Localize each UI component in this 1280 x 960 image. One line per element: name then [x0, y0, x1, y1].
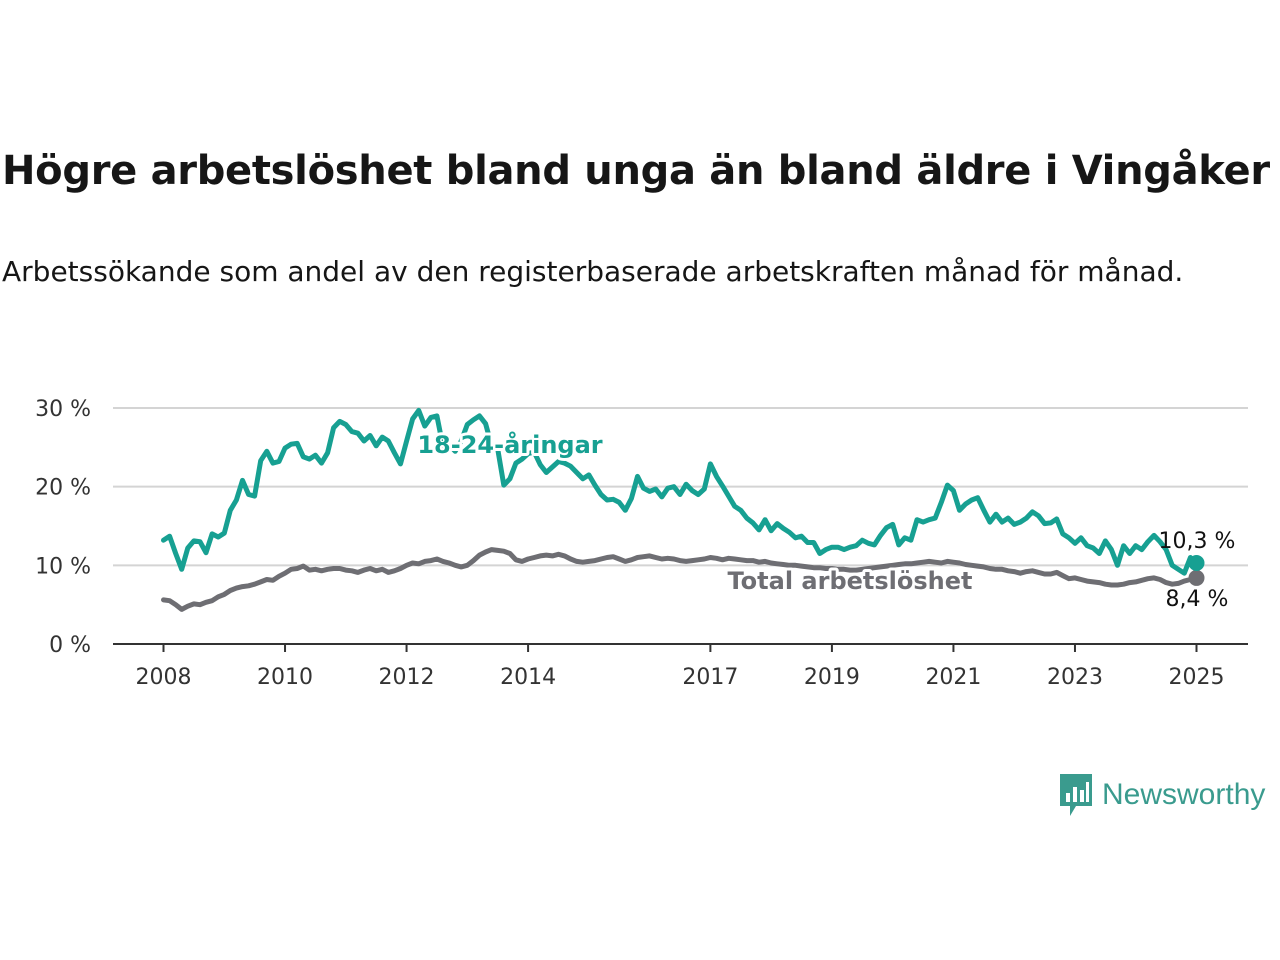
chart-subtitle: Arbetssökande som andel av den registerb… [2, 255, 1184, 288]
bar-chart-speech-icon [1060, 774, 1092, 816]
end-value-label: 8,4 % [1166, 587, 1229, 612]
y-axis-ticks: 0 % 10 % 20 % 30 % [35, 397, 91, 658]
y-tick-label: 0 % [49, 633, 91, 658]
end-point-marker [1188, 554, 1205, 571]
y-tick-label: 30 % [35, 397, 91, 422]
brand-name: Newsworthy [1102, 778, 1266, 811]
x-tick-label: 2023 [1047, 665, 1103, 690]
series-line [161, 407, 1199, 576]
series-line [161, 547, 1199, 612]
series-lines [161, 407, 1205, 612]
series-name-label: Total arbetslöshet [727, 567, 972, 595]
x-tick-label: 2010 [257, 665, 313, 690]
line-chart: 0 % 10 % 20 % 30 % 2008 2010 2012 2014 2017 2019… [35, 397, 1248, 690]
series-labels: 18-24-åringar Total arbetslöshet 10,3 % 8,4… [414, 427, 1236, 612]
y-tick-label: 20 % [35, 476, 91, 501]
y-tick-label: 10 % [35, 554, 91, 579]
x-tick-label: 2014 [500, 665, 556, 690]
x-axis: 2008 2010 2012 2014 2017 2019 2021 2023 2025 [113, 643, 1248, 690]
series-name-label: 18-24-åringar [417, 430, 602, 459]
x-tick-label: 2025 [1169, 665, 1225, 690]
x-tick-label: 2017 [682, 665, 738, 690]
x-tick-label: 2019 [804, 665, 860, 690]
x-tick-label: 2021 [925, 665, 981, 690]
end-point-marker [1188, 569, 1205, 586]
x-tick-label: 2008 [136, 665, 192, 690]
end-value-label: 10,3 % [1159, 529, 1236, 554]
newsworthy-brand: Newsworthy [1058, 772, 1265, 818]
chart-title: Högre arbetslöshet bland unga än bland ä… [2, 148, 1270, 194]
x-tick-label: 2012 [379, 665, 435, 690]
